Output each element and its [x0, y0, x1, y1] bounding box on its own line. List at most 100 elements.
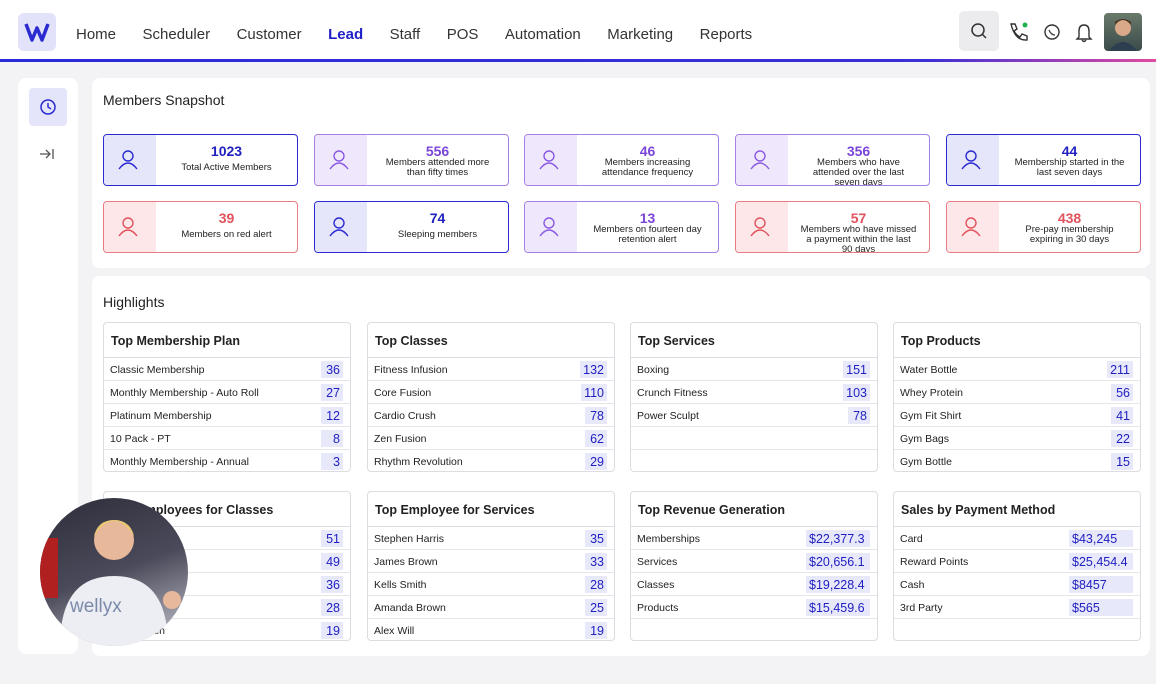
- table-row: Products $15,459.6: [631, 596, 877, 619]
- table-row: Alex Will 19: [368, 619, 614, 642]
- card-glyph: [329, 217, 349, 237]
- table-row: Card $43,245: [894, 527, 1140, 550]
- snapshot-card[interactable]: 356 Members who have attended over the la…: [735, 134, 930, 186]
- table-row: Kells Smith 28: [368, 573, 614, 596]
- table-row: Fitness Infusion 132: [368, 358, 614, 381]
- sidebar-clock[interactable]: [29, 88, 67, 126]
- row-label: Crunch Fitness: [637, 387, 708, 399]
- row-label: Stephen Harris: [374, 533, 445, 545]
- table-row: 36: [104, 573, 350, 596]
- row-value: $43,245: [1069, 530, 1133, 547]
- nav-item[interactable]: Scheduler: [142, 26, 211, 43]
- card-value: 74: [429, 210, 446, 226]
- nav-item[interactable]: Reports: [699, 26, 753, 43]
- nav-item[interactable]: Home: [76, 26, 117, 43]
- top-bar: Home Scheduler Customer Lead Staff POS Automat…: [0, 0, 1156, 60]
- row-label: 10 Pack - PT: [110, 433, 171, 445]
- highlight-table: Top Products Water Bottle 211 Whey Protein 5…: [893, 322, 1141, 472]
- table-title: Top Services: [631, 323, 877, 358]
- table-row: 3rd Party $565: [894, 596, 1140, 619]
- avatar[interactable]: [1104, 13, 1142, 51]
- row-label: Classes: [637, 579, 675, 591]
- header-icons[interactable]: [1006, 20, 1096, 44]
- table-row: Reward Points $25,454.4: [894, 550, 1140, 573]
- nav-item[interactable]: Automation: [504, 26, 581, 43]
- card-label: Membership started in the last seven day…: [1014, 157, 1125, 178]
- table-row: Monthly Membership - Annual 3: [104, 450, 350, 473]
- table-row: 28: [104, 596, 350, 619]
- search-button[interactable]: [959, 11, 999, 51]
- card-glyph: [118, 217, 138, 237]
- card-glyph: [750, 217, 770, 237]
- table-row: [631, 427, 877, 450]
- highlight-table: Top Services Boxing 151 Crunch Fitness 103 Po…: [630, 322, 878, 472]
- table-row: 10 Pack - PT 8: [104, 427, 350, 450]
- nav-item[interactable]: Lead: [328, 26, 364, 43]
- nav-item[interactable]: POS: [446, 26, 479, 43]
- row-value: $22,377.3: [806, 530, 870, 547]
- row-value: 28: [585, 576, 607, 593]
- snapshot-card[interactable]: 57 Members who have missed a payment with…: [735, 201, 930, 253]
- card-glyph: [750, 150, 770, 170]
- row-label: James Brown: [374, 556, 438, 568]
- card-icon: [104, 135, 156, 185]
- row-value: 56: [1111, 384, 1133, 401]
- row-value: 8: [321, 430, 343, 447]
- nav-item[interactable]: Customer: [236, 26, 302, 43]
- nav: Home Scheduler Customer Lead Staff POS Automat…: [76, 26, 779, 43]
- snapshot-card[interactable]: 74 Sleeping members: [314, 201, 509, 253]
- snapshot-card[interactable]: 556 Members attended more than fifty time…: [314, 134, 509, 186]
- search-icon: [971, 23, 987, 39]
- row-value: $20,656.1: [806, 553, 870, 570]
- card-icon: [736, 202, 788, 252]
- row-value: $25,454.4: [1069, 553, 1133, 570]
- card-icon: [947, 202, 999, 252]
- row-value: 132: [580, 361, 607, 378]
- accent-line: [0, 59, 1156, 62]
- snapshot-card[interactable]: 39 Members on red alert: [103, 201, 298, 253]
- video-image: [40, 520, 181, 646]
- nav-item[interactable]: Marketing: [607, 26, 674, 43]
- shirt-text: wellyx: [70, 596, 122, 617]
- card-icon: [736, 135, 788, 185]
- table-row: [631, 450, 877, 473]
- snapshot-card[interactable]: 46 Members increasing attendance frequenc…: [524, 134, 719, 186]
- card-icon: [525, 202, 577, 252]
- row-value: 110: [581, 384, 607, 401]
- card-icon: [315, 202, 367, 252]
- video-overlay[interactable]: wellyx: [40, 498, 188, 646]
- table-row: Classic Membership 36: [104, 358, 350, 381]
- snapshot-title: Members Snapshot: [103, 92, 225, 108]
- snapshot-card[interactable]: 13 Members on fourteen day retention aler…: [524, 201, 719, 253]
- row-value: 36: [321, 361, 343, 378]
- card-value: 46: [639, 143, 656, 159]
- highlight-table: Top Classes Fitness Infusion 132 Core Fusio…: [367, 322, 615, 472]
- table-row: Gym Bags 22: [894, 427, 1140, 450]
- card-glyph: [539, 150, 559, 170]
- row-label: Classic Membership: [110, 364, 205, 376]
- table-row: Cardio Crush 78: [368, 404, 614, 427]
- card-glyph: [118, 150, 138, 170]
- row-value: 49: [321, 553, 343, 570]
- table-title: Top Employee for Services: [368, 492, 614, 527]
- row-label: Water Bottle: [900, 364, 958, 376]
- row-value: 78: [585, 407, 607, 424]
- sidebar-expand[interactable]: [38, 146, 58, 162]
- snapshot-card[interactable]: 438 Pre-pay membership expiring in 30 day…: [946, 201, 1141, 253]
- row-label: Cardio Crush: [374, 410, 436, 422]
- snapshot-card[interactable]: 44 Membership started in the last seven d…: [946, 134, 1141, 186]
- card-value: 57: [850, 210, 867, 226]
- row-value: 35: [585, 530, 607, 547]
- nav-item[interactable]: Staff: [389, 26, 421, 43]
- row-label: Cash: [900, 579, 925, 591]
- highlight-table: Top Membership Plan Classic Membership 36 M…: [103, 322, 351, 472]
- row-value: 33: [585, 553, 607, 570]
- logo[interactable]: [18, 13, 56, 51]
- row-label: Boxing: [637, 364, 670, 376]
- highlight-table: Sales by Payment Method Card $43,245 Reward…: [893, 491, 1141, 641]
- snapshot-card[interactable]: 1023 Total Active Members: [103, 134, 298, 186]
- card-icon: [104, 202, 156, 252]
- card-label: Members who have attended over the last …: [812, 157, 905, 186]
- card-icon: [525, 135, 577, 185]
- row-label: Rhythm Revolution: [374, 456, 463, 468]
